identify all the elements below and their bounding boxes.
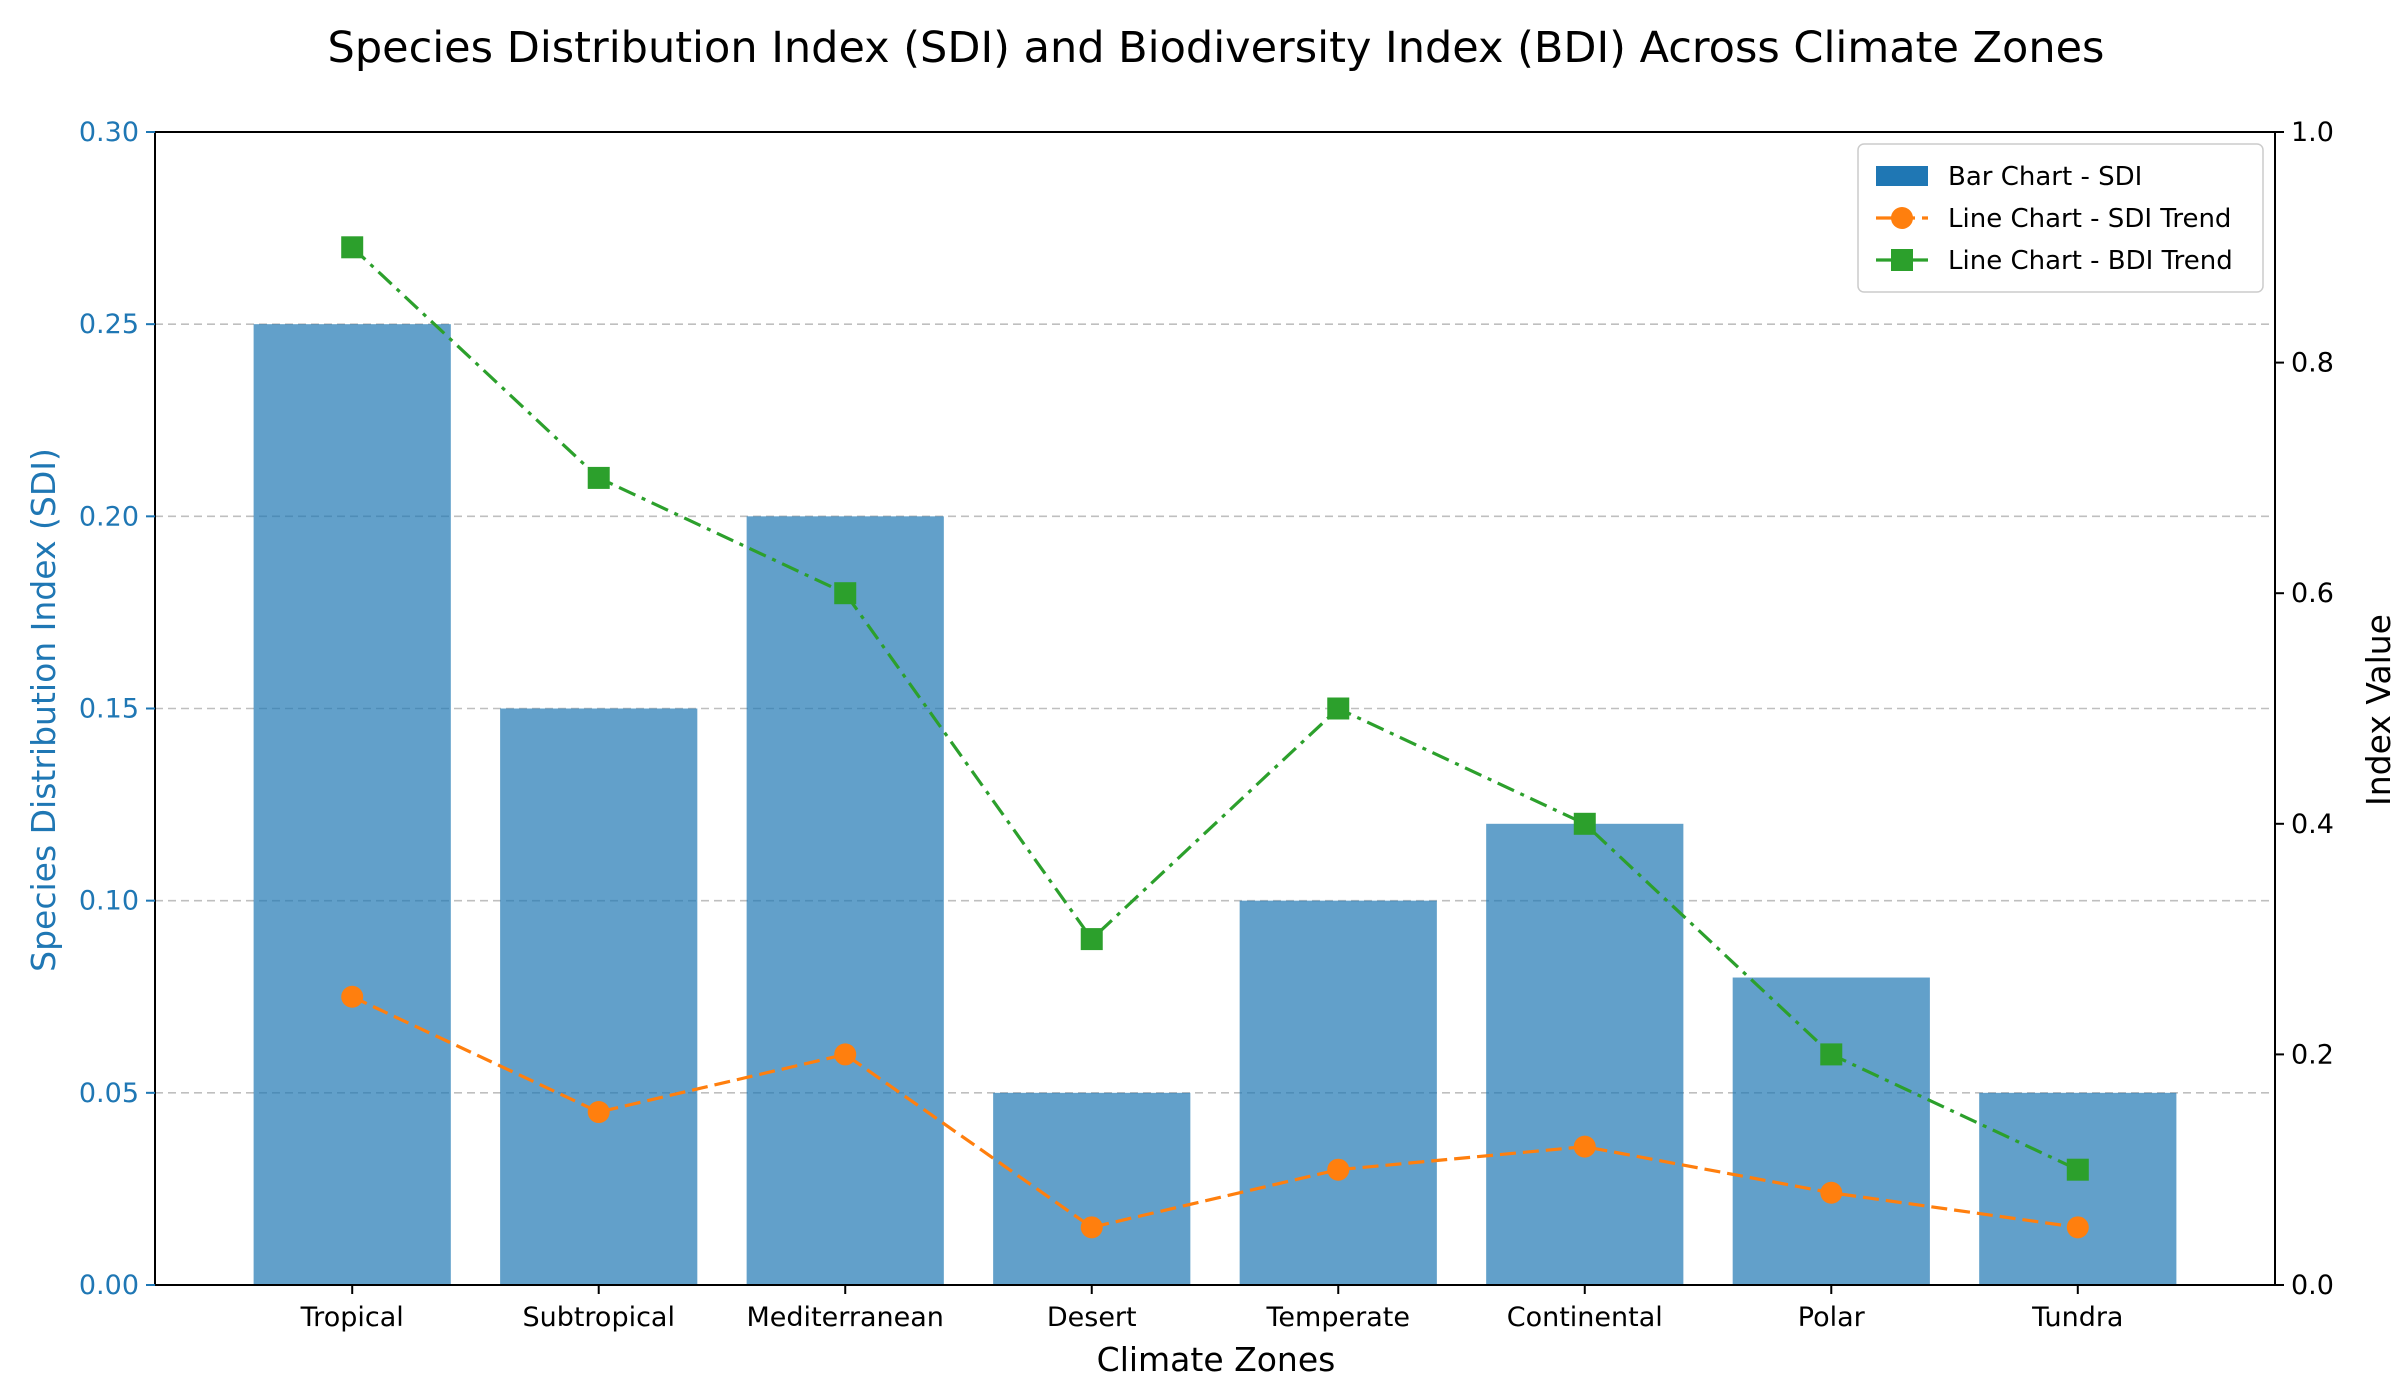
marker-point [341, 236, 364, 259]
marker-point [341, 985, 364, 1008]
axes: 0.00 0.05 0.10 0.15 0.20 0.25 0.30 0.0 0.2 0.4 0.6… [79, 117, 2334, 1333]
x-tick-label-temperate: Temperate [1266, 1302, 1410, 1333]
y-right-tick-label: 0.2 [2291, 1039, 2334, 1070]
marker-point [2066, 1158, 2089, 1181]
marker-point [587, 1101, 610, 1124]
legend-marker [1891, 249, 1913, 271]
legend-swatch-bar [1876, 166, 1928, 186]
x-axis-label: Climate Zones [1097, 1340, 1336, 1379]
x-tick-label-tropical: Tropical [300, 1302, 404, 1333]
marker-point [1327, 697, 1350, 720]
bar-desert [993, 1092, 1191, 1285]
marker-point [1080, 1216, 1103, 1239]
legend-entry-label: Line Chart - SDI Trend [1948, 204, 2231, 234]
legend: Bar Chart - SDI Line Chart - SDI Trend Lin… [1857, 143, 2264, 293]
y-left-tick-label: 0.10 [79, 886, 139, 917]
y-left-tick-label: 0.20 [79, 501, 139, 532]
marker-point [834, 1043, 857, 1066]
y-right-tick-label: 0.8 [2291, 348, 2334, 379]
y-axis-right-label: Index Value [2359, 614, 2398, 806]
chart-title: Species Distribution Index (SDI) and Bio… [328, 23, 2105, 73]
line-bdi-trend [351, 246, 2079, 1172]
legend-box [1857, 143, 2264, 293]
x-tick-label-mediterranean: Mediterranean [747, 1302, 944, 1333]
bar-tundra [1979, 1092, 2177, 1285]
bar-mediterranean [746, 516, 944, 1285]
marker-point [1573, 812, 1596, 835]
line-series [341, 236, 2089, 1239]
x-tick-label-tundra: Tundra [2031, 1302, 2123, 1333]
legend-entry-label: Line Chart - BDI Trend [1948, 246, 2233, 276]
grid-lines [155, 323, 2275, 1094]
y-right-tick-label: 0.0 [2291, 1270, 2334, 1301]
legend-entry-label: Bar Chart - SDI [1948, 162, 2142, 192]
bar-series [253, 324, 2177, 1286]
marker-point [834, 582, 857, 605]
marker-point [587, 466, 610, 489]
marker-point [1573, 1135, 1596, 1158]
x-tick-label-desert: Desert [1047, 1302, 1137, 1333]
y-left-tick-label: 0.30 [79, 117, 139, 148]
bar-subtropical [500, 708, 698, 1285]
marker-point [1327, 1158, 1350, 1181]
marker-point [1820, 1181, 1843, 1204]
y-left-tick-label: 0.00 [79, 1270, 139, 1301]
line-sdi-trend [351, 995, 2079, 1230]
bar-polar [1732, 977, 1930, 1285]
marker-point [2066, 1216, 2089, 1239]
x-tick-label-subtropical: Subtropical [522, 1302, 675, 1333]
y-right-tick-label: 1.0 [2291, 117, 2334, 148]
y-left-tick-label: 0.05 [79, 1078, 139, 1109]
y-left-tick-label: 0.25 [79, 309, 139, 340]
bar-tropical [253, 324, 451, 1286]
y-axis-left-label: Species Distribution Index (SDI) [24, 448, 63, 972]
bar-temperate [1239, 900, 1437, 1285]
y-right-tick-label: 0.4 [2291, 809, 2334, 840]
y-right-tick-label: 0.6 [2291, 578, 2334, 609]
x-tick-label-polar: Polar [1798, 1302, 1866, 1333]
x-tick-label-continental: Continental [1507, 1302, 1663, 1333]
marker-point [1080, 928, 1103, 951]
legend-marker [1891, 207, 1913, 229]
bar-continental [1486, 823, 1684, 1285]
y-left-tick-label: 0.15 [79, 694, 139, 725]
marker-point [1820, 1043, 1843, 1066]
